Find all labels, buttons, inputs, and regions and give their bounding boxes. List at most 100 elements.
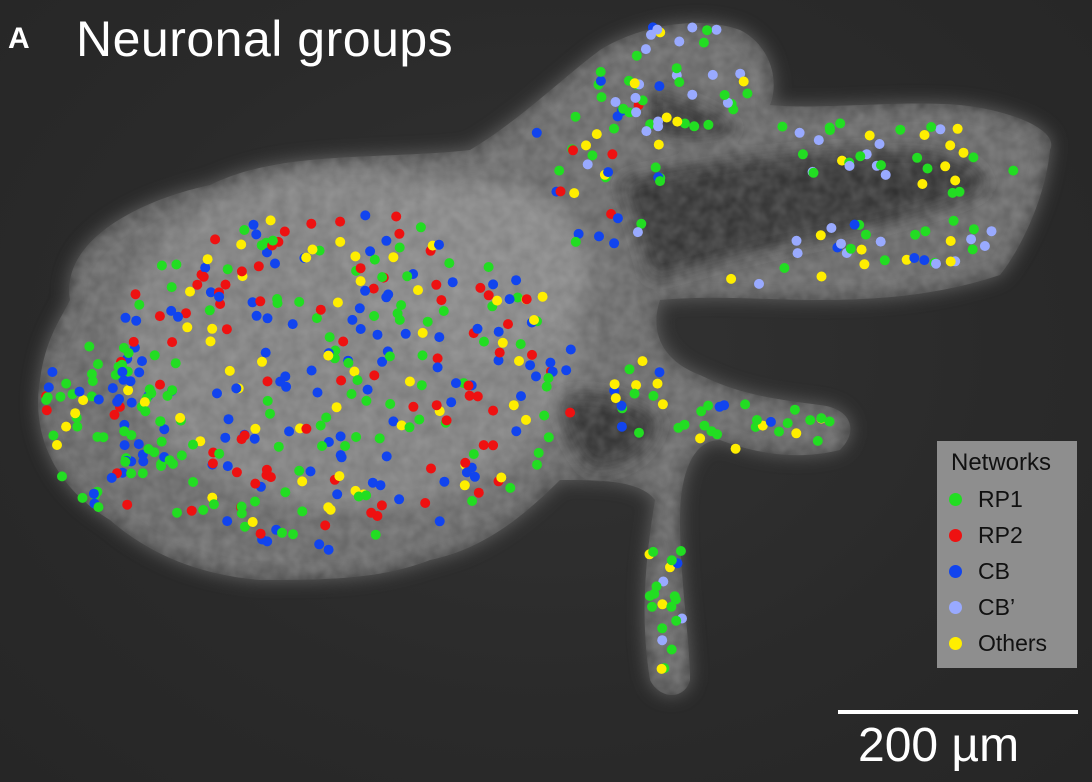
cell-marker-rp1 xyxy=(48,430,59,441)
cell-marker-others xyxy=(459,480,470,491)
cell-marker-rp2 xyxy=(426,463,436,474)
cell-marker-others xyxy=(919,130,930,140)
cell-marker-cb xyxy=(616,400,627,411)
cell-marker-cb-prime xyxy=(640,44,651,55)
cell-marker-rp1 xyxy=(703,119,714,130)
cell-marker-rp1 xyxy=(123,348,134,358)
cell-marker-rp1 xyxy=(751,415,762,425)
cell-marker-rp1 xyxy=(72,421,83,432)
cell-marker-others xyxy=(202,254,213,265)
cell-marker-others xyxy=(738,76,749,87)
cell-marker-cb xyxy=(47,367,58,377)
cell-marker-others xyxy=(417,327,428,338)
cell-marker-rp2 xyxy=(464,390,475,401)
cell-marker-cb xyxy=(305,466,316,477)
cell-marker-rp2 xyxy=(265,472,276,483)
cell-marker-others xyxy=(413,285,423,296)
cell-marker-others xyxy=(323,502,334,513)
cell-marker-rp1 xyxy=(294,296,305,307)
cell-marker-rp2 xyxy=(255,528,266,539)
cell-marker-rp1 xyxy=(742,88,753,99)
cell-marker-others xyxy=(591,129,602,140)
cell-marker-cb xyxy=(545,357,556,368)
cell-marker-cb xyxy=(355,324,366,334)
cell-marker-cb xyxy=(280,371,291,382)
cell-marker-others xyxy=(52,440,62,450)
cell-marker-rp1 xyxy=(77,492,88,503)
cell-marker-cb-prime xyxy=(707,69,718,80)
cell-marker-others xyxy=(610,393,621,404)
cell-marker-cb xyxy=(616,421,627,432)
cell-marker-others xyxy=(123,385,134,396)
cell-marker-rp2 xyxy=(431,400,442,411)
cell-marker-rp1 xyxy=(149,447,160,458)
cell-marker-rp2 xyxy=(130,289,141,300)
cell-marker-others xyxy=(404,376,415,387)
cell-marker-cb xyxy=(332,489,343,500)
cell-marker-rp1 xyxy=(353,491,364,502)
cell-marker-rp1 xyxy=(361,395,372,406)
cell-marker-rp1 xyxy=(41,395,52,405)
cell-marker-cb xyxy=(131,315,142,326)
cell-marker-others xyxy=(950,175,961,186)
cell-marker-cb xyxy=(372,329,383,340)
cell-marker-cb xyxy=(612,213,623,224)
cell-marker-cb xyxy=(137,356,147,367)
cell-marker-rp1 xyxy=(317,441,327,451)
cell-marker-rp1 xyxy=(171,259,182,270)
cell-marker-cb-prime xyxy=(844,160,855,171)
cell-marker-cb xyxy=(472,323,483,334)
cell-marker-cb xyxy=(362,384,373,395)
cell-marker-rp2 xyxy=(198,271,209,282)
legend-item-cb: CB xyxy=(949,553,1077,589)
cell-marker-rp2 xyxy=(210,234,221,245)
legend-label-cb-prime: CB’ xyxy=(978,593,1016,620)
cell-marker-cb xyxy=(247,297,258,308)
cell-marker-rp2 xyxy=(221,324,232,335)
cell-marker-rp1 xyxy=(369,311,380,321)
cell-marker-cb xyxy=(493,326,504,337)
cell-marker-rp1 xyxy=(438,306,449,316)
cell-marker-others xyxy=(940,161,951,172)
cell-marker-cb-prime xyxy=(641,126,652,137)
cell-marker-others xyxy=(207,323,218,334)
legend-label-cb: CB xyxy=(978,557,1010,584)
cell-marker-rp1 xyxy=(689,121,700,132)
cell-marker-others xyxy=(791,428,802,439)
legend: Networks RP1 RP2 CB CB’ Others xyxy=(937,441,1077,668)
cell-marker-rp2 xyxy=(420,498,431,508)
cell-marker-rp1 xyxy=(134,299,145,310)
cell-marker-cb-prime xyxy=(687,89,698,100)
cell-marker-cb xyxy=(377,356,388,367)
cell-marker-others xyxy=(396,420,407,431)
cell-marker-rp1 xyxy=(532,459,542,470)
cell-marker-rp2 xyxy=(436,295,447,306)
cell-marker-rp2 xyxy=(250,478,261,489)
cell-marker-rp2 xyxy=(494,347,505,358)
cell-marker-rp1 xyxy=(422,316,433,327)
cell-marker-rp1 xyxy=(740,399,751,410)
cell-marker-rp2 xyxy=(555,186,566,197)
cell-marker-rp1 xyxy=(666,555,677,566)
cell-marker-rp1 xyxy=(377,272,388,283)
cell-marker-rp1 xyxy=(166,282,177,293)
cell-marker-rp2 xyxy=(431,279,442,290)
cell-marker-others xyxy=(334,471,345,482)
panel-letter: A xyxy=(8,22,30,55)
cell-marker-rp1 xyxy=(239,225,250,235)
cell-marker-rp1 xyxy=(343,357,354,368)
cell-marker-rp1 xyxy=(657,623,668,634)
cell-marker-rp1 xyxy=(808,167,819,178)
cell-marker-cb xyxy=(231,383,242,394)
cell-marker-rp2 xyxy=(460,457,471,468)
legend-swatch-cb-prime xyxy=(949,600,962,614)
cell-marker-cb xyxy=(595,75,606,86)
cell-marker-rp1 xyxy=(93,359,103,370)
cell-marker-rp1 xyxy=(675,546,686,556)
cell-marker-rp1 xyxy=(156,461,167,471)
cell-marker-cb-prime xyxy=(836,238,846,249)
cell-marker-rp1 xyxy=(86,369,97,379)
cell-marker-rp1 xyxy=(699,420,710,431)
cell-marker-rp1 xyxy=(816,413,827,424)
